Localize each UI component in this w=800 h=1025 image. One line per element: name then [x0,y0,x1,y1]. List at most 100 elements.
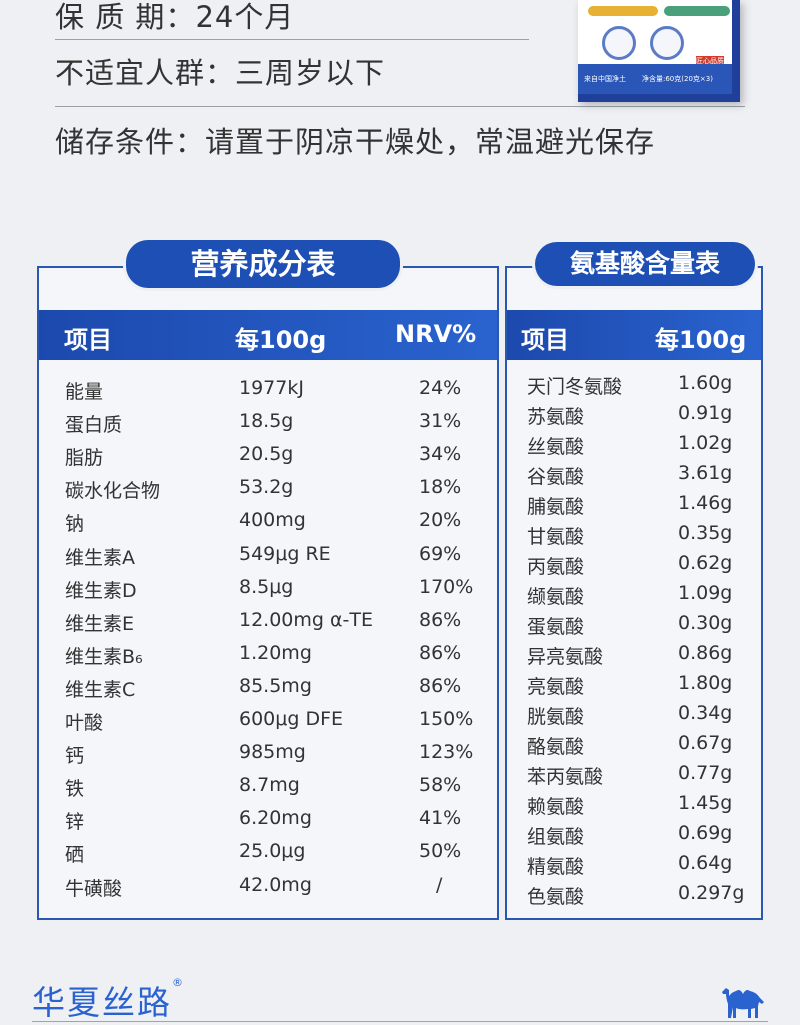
amino-acid-name: 精氨酸 [527,856,585,878]
nutrient-nrv: 41% [419,807,462,830]
footer-rule [32,1021,768,1022]
table-row: 钙 985mg 123% [39,738,497,771]
table-row: 叶酸 600μg DFE 150% [39,705,497,738]
registered-mark: ® [172,976,185,989]
amino-acid-amount: 0.77g [678,762,733,784]
amino-acid-amount: 0.30g [678,612,733,634]
table-row: 胱氨酸 0.34g [507,701,761,731]
table-row: 维生素D 8.5μg 170% [39,573,497,606]
table-row: 能量 1977kJ 24% [39,374,497,407]
col-header-item: 项目 [64,326,112,354]
amino-table-title: 氨基酸含量表 [535,242,755,286]
table-row: 碳水化合物 53.2g 18% [39,473,497,506]
table-row: 硒 25.0μg 50% [39,837,497,870]
table-row: 丙氨酸 0.62g [507,551,761,581]
amino-acid-amount: 1.60g [678,372,733,394]
storage-label: 储存条件： [55,125,206,159]
nutrient-nrv: 170% [419,575,474,598]
amino-acid-amount: 0.86g [678,642,733,664]
nutrient-amount: 600μg DFE [239,708,344,730]
col-header-item: 项目 [521,326,569,354]
col-header-per100g: 每100g [655,326,747,354]
nutrient-nrv: 86% [419,674,462,697]
table-row: 异亮氨酸 0.86g [507,641,761,671]
amino-acid-amount: 0.34g [678,702,733,724]
table-row: 甘氨酸 0.35g [507,521,761,551]
amino-acid-table: 项目 每100g 天门冬氨酸 1.60g 苏氨酸 0.91g 丝氨酸 1.02g 谷氨酸 3.… [505,266,763,920]
nutrient-nrv: 50% [419,840,462,863]
table-row: 脯氨酸 1.46g [507,491,761,521]
unsuitable-value: 三周岁以下 [235,56,386,90]
nutrient-amount: 12.00mg α-TE [239,608,373,631]
nutrient-amount: 25.0μg [239,840,306,863]
nutrient-nrv: / [436,873,443,896]
amino-acid-amount: 1.46g [678,492,733,514]
storage-line: 储存条件：请置于阴凉干燥处，常温避光保存 [55,119,655,161]
nutrient-nrv: 150% [419,708,474,730]
nutrient-amount: 1977kJ [239,377,304,399]
product-bottom-bar [578,64,732,94]
nutrient-name: 维生素E [65,612,135,635]
nutrient-amount: 1.20mg [239,641,312,664]
nutrient-name: 叶酸 [65,712,104,734]
nutrient-nrv: 34% [419,443,462,466]
amino-acid-amount: 3.61g [678,462,733,484]
nutrient-name: 维生素B₆ [65,645,143,668]
table-row: 蛋氨酸 0.30g [507,611,761,641]
amino-acid-amount: 1.02g [678,432,733,454]
unsuitable-line: 不适宜人群：三周岁以下 [55,50,385,92]
table-row: 脂肪 20.5g 34% [39,440,497,473]
amino-acid-amount: 1.09g [678,582,733,604]
divider [55,106,745,107]
amino-acid-name: 胱氨酸 [527,706,585,728]
nutrient-nrv: 69% [419,542,462,565]
amino-acid-amount: 0.62g [678,552,733,574]
nutrient-nrv: 31% [419,410,462,433]
nutrient-amount: 85.5mg [239,674,312,697]
amino-acid-name: 脯氨酸 [527,496,585,518]
table-row: 苏氨酸 0.91g [507,401,761,431]
table-row: 牛磺酸 42.0mg / [39,871,497,904]
table-row: 维生素C 85.5mg 86% [39,672,497,705]
brand-logo: 华夏丝路® [32,976,185,1024]
nutrient-name: 蛋白质 [65,414,123,437]
nutrition-table-title: 营养成分表 [126,240,400,288]
nutrient-name: 维生素D [65,579,137,602]
nutrient-name: 钠 [65,513,85,536]
table-row: 维生素E 12.00mg α-TE 86% [39,606,497,639]
table-row: 维生素B₆ 1.20mg 86% [39,639,497,672]
amino-acid-name: 甘氨酸 [527,526,585,548]
camel-icon [722,988,764,1018]
table-row: 精氨酸 0.64g [507,851,761,881]
amino-acid-name: 蛋氨酸 [527,616,585,638]
nutrient-name: 铁 [65,778,85,801]
amino-acid-amount: 1.45g [678,792,733,814]
product-net-weight: 净含量:60克(20克×3) [642,75,713,83]
table-row: 酪氨酸 0.67g [507,731,761,761]
amino-acid-name: 丝氨酸 [527,436,585,458]
amino-table-header: 项目 每100g [507,310,761,360]
nutrient-name: 维生素A [65,546,135,569]
nutrient-amount: 53.2g [239,476,294,499]
table-row: 蛋白质 18.5g 31% [39,407,497,440]
nutrient-nrv: 86% [419,641,462,664]
nutrition-table: 项目 每100g NRV% 能量 1977kJ 24% 蛋白质 18.5g 31% 脂肪 20… [37,266,499,920]
table-row: 维生素A 549μg RE 69% [39,540,497,573]
col-header-nrv: NRV% [395,320,477,348]
nutrient-amount: 18.5g [239,410,294,433]
col-header-per100g: 每100g [235,326,327,354]
table-row: 天门冬氨酸 1.60g [507,371,761,401]
nutrient-nrv: 86% [419,608,462,631]
nutrient-amount: 8.5μg [239,575,294,598]
nutrient-nrv: 20% [419,509,462,532]
nutrient-amount: 549μg RE [239,542,331,565]
table-row: 钠 400mg 20% [39,506,497,539]
amino-acid-name: 苯丙氨酸 [527,766,604,788]
amino-acid-amount: 0.69g [678,822,733,844]
amino-acid-amount: 0.67g [678,732,733,754]
table-row: 铁 8.7mg 58% [39,771,497,804]
nutrient-name: 维生素C [65,678,136,701]
amino-acid-name: 赖氨酸 [527,796,585,818]
divider [55,39,529,40]
nutrient-name: 牛磺酸 [65,877,123,900]
